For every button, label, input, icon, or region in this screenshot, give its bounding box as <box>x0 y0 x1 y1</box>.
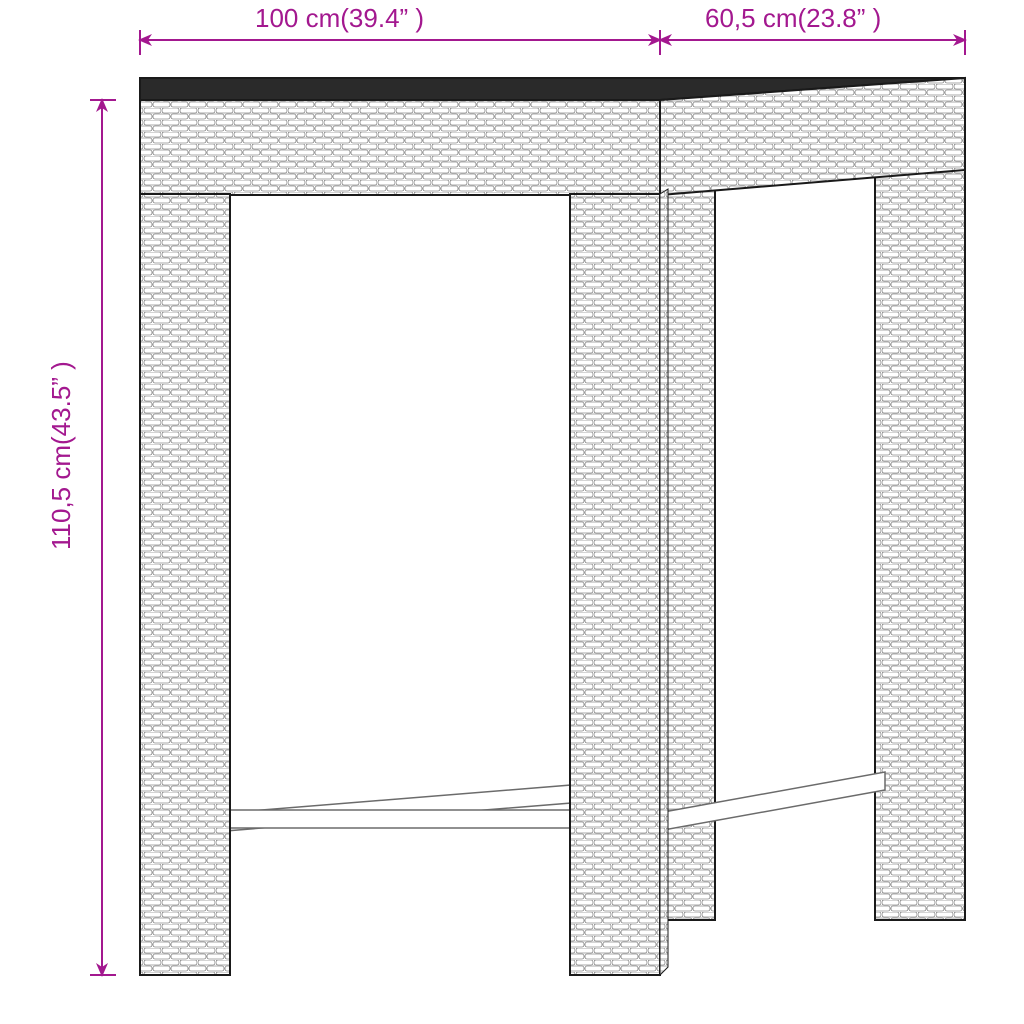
front-right-leg <box>570 194 660 975</box>
dimension-label: 60,5 cm(23.8” ) <box>705 3 881 33</box>
dimension-label: 100 cm(39.4” ) <box>255 3 424 33</box>
front-left-leg <box>140 194 230 975</box>
dimension-diagram: 100 cm(39.4” ) 60,5 cm(23.8” ) 110,5 cm(43… <box>0 0 1024 1024</box>
front-apron <box>140 100 660 195</box>
table-illustration <box>140 78 965 975</box>
dimension-label: 110,5 cm(43.5” ) <box>46 361 76 550</box>
